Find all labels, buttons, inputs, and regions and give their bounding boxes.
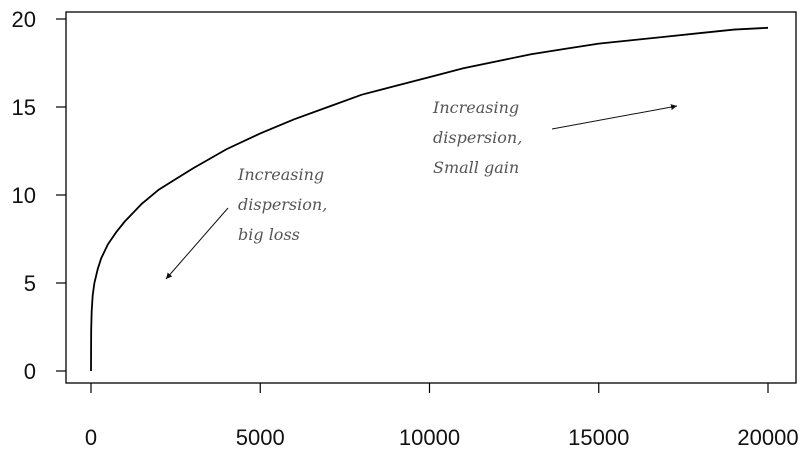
- y-tick-label: 0: [24, 359, 36, 384]
- annotation-arrow: [551, 104, 678, 130]
- y-tick-label: 15: [12, 95, 36, 120]
- x-tick-label: 15000: [568, 425, 629, 450]
- series-line: [90, 26, 769, 372]
- annotation-small-gain: Increasing dispersion, Small gain: [432, 98, 678, 177]
- annotation-big-loss: Increasing dispersion, big loss: [165, 165, 327, 280]
- y-tick-label: 10: [12, 183, 36, 208]
- annotation-line: Increasing: [237, 165, 324, 184]
- annotation-line: big loss: [238, 225, 300, 244]
- annotation-arrow: [165, 207, 229, 280]
- plot-frame: [65, 11, 797, 384]
- y-axis: 0 5 10 15 20: [12, 7, 66, 384]
- annotation-line: Increasing: [432, 98, 519, 117]
- y-tick-label: 20: [12, 7, 36, 32]
- annotation-line: Small gain: [433, 158, 519, 177]
- x-tick-label: 0: [85, 425, 97, 450]
- y-tick-label: 5: [24, 271, 36, 296]
- x-tick-label: 20000: [737, 425, 798, 450]
- x-tick-label: 10000: [399, 425, 460, 450]
- x-tick-label: 5000: [236, 425, 285, 450]
- x-axis: 0 5000 10000 15000 20000: [85, 383, 799, 450]
- annotation-line: dispersion,: [433, 128, 522, 147]
- annotation-line: dispersion,: [238, 195, 327, 214]
